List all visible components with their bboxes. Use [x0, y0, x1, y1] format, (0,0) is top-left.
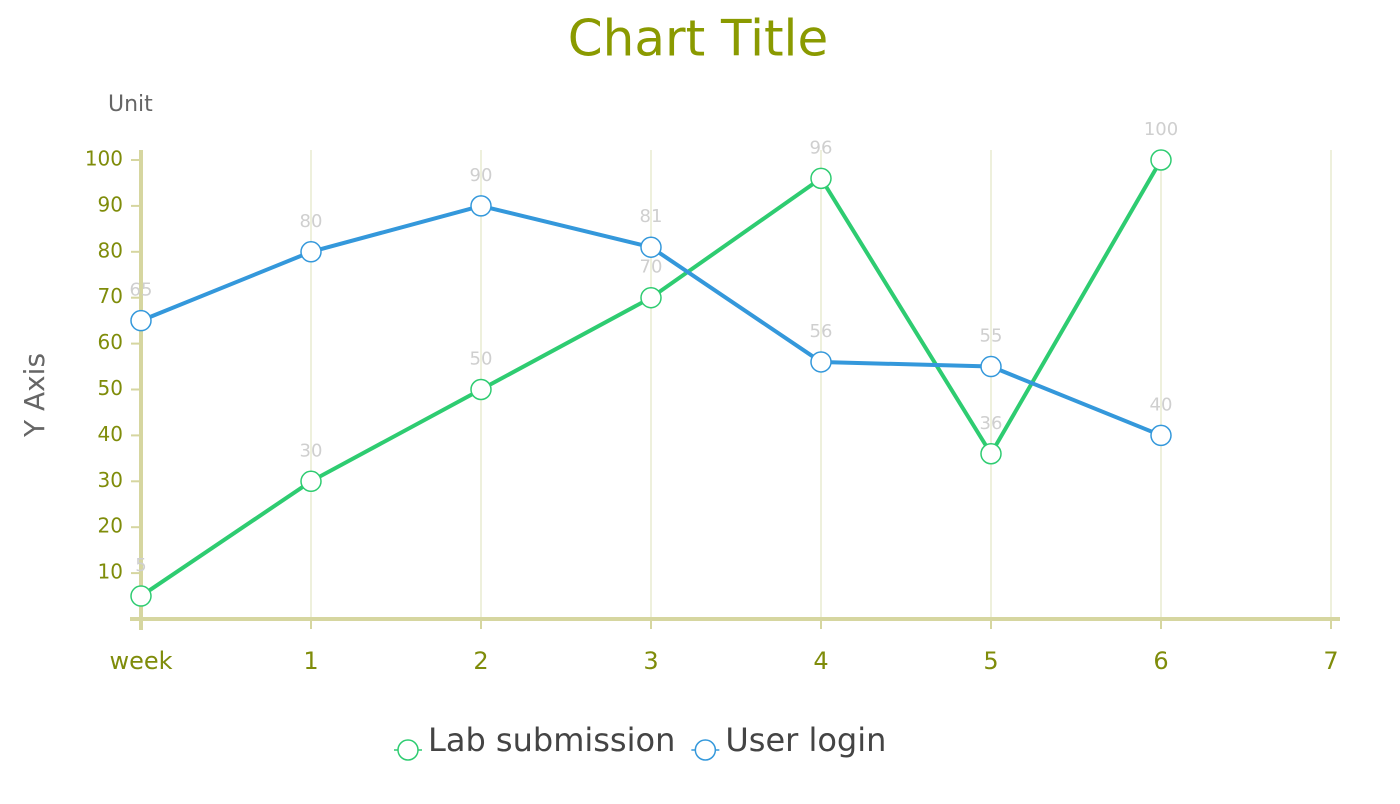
y-axis-title: Y Axis [18, 353, 51, 438]
y-unit: Unit [108, 92, 153, 117]
point [810, 351, 832, 373]
x-tick-label: 4 [813, 647, 828, 675]
x-tick-label: 3 [643, 647, 658, 675]
y-tick-label: 30 [98, 468, 123, 492]
x-tick-label: 2 [473, 647, 488, 675]
y-tick-label: 20 [98, 514, 123, 538]
y-tick-label: 90 [98, 192, 123, 216]
x-tick-label: week [109, 647, 172, 675]
point [1150, 424, 1172, 447]
point [470, 195, 492, 217]
point [980, 355, 1002, 378]
data-label: 40 [1150, 394, 1173, 415]
point [300, 241, 322, 263]
data-label: 36 [980, 413, 1003, 434]
data-label: 50 [470, 349, 493, 370]
data-label: 81 [640, 206, 663, 227]
point [640, 286, 662, 309]
data-label: 56 [810, 321, 833, 342]
y-tick-label: 60 [98, 330, 123, 354]
data-label: 90 [470, 165, 493, 186]
point [470, 378, 492, 401]
data-label: 100 [1144, 119, 1178, 140]
point [980, 443, 1002, 465]
point [810, 167, 832, 190]
legend-marker [397, 739, 419, 761]
x-tick-label: 6 [1153, 647, 1168, 675]
y-tick-label: 10 [98, 560, 123, 584]
point [1150, 149, 1172, 171]
y-tick-label: 50 [98, 376, 123, 400]
x-tick-label: 7 [1323, 647, 1338, 675]
y-tick-label: 80 [98, 238, 123, 262]
point [300, 470, 322, 493]
y-tick-label: 40 [98, 422, 123, 446]
chart-title: Chart Title [568, 10, 828, 68]
legend-label: Lab submission [428, 721, 675, 759]
point [640, 236, 662, 258]
legend-marker [694, 739, 717, 761]
data-label: 96 [810, 137, 833, 158]
y-tick-label: 100 [85, 147, 123, 171]
data-label: 70 [640, 257, 663, 278]
legend-label: User login [725, 721, 886, 759]
data-label: 30 [300, 440, 323, 461]
x-tick-label: 1 [303, 647, 318, 675]
data-label: 55 [980, 326, 1003, 347]
point [130, 585, 152, 607]
data-label: 80 [300, 211, 323, 232]
point [130, 309, 152, 332]
data-label: 65 [130, 280, 153, 301]
y-tick-label: 70 [98, 284, 123, 308]
data-label: 5 [135, 555, 146, 576]
x-tick-label: 5 [983, 647, 998, 675]
